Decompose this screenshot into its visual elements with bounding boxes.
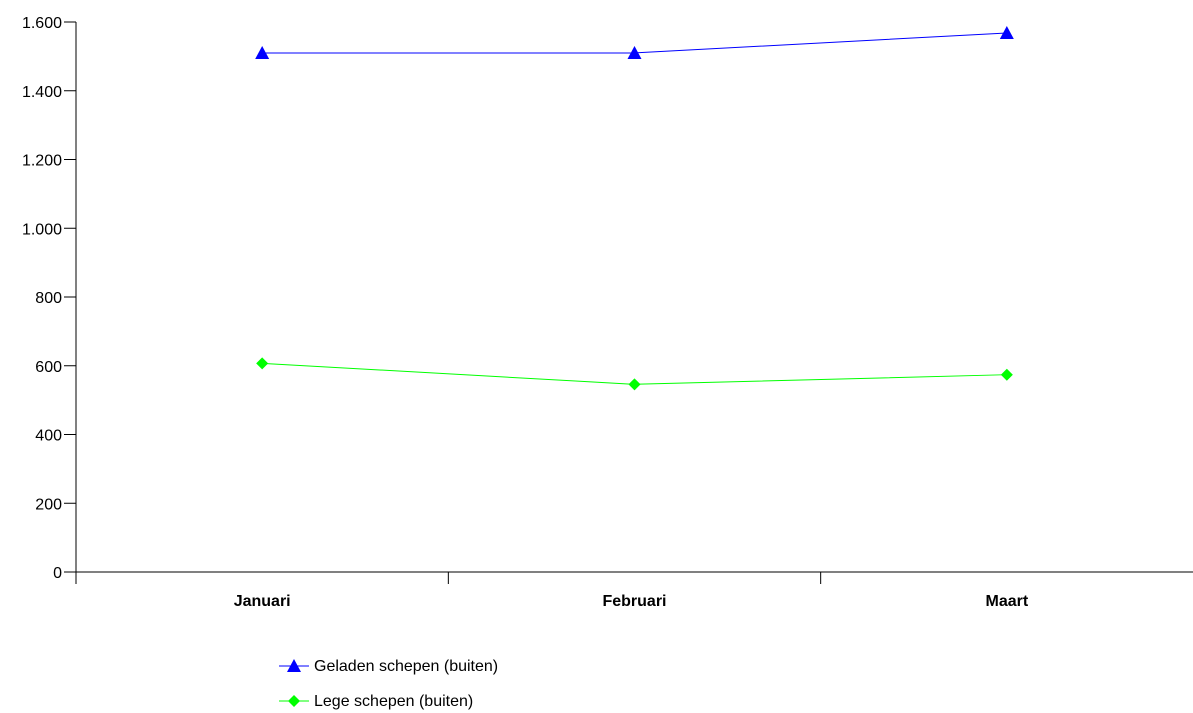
data-point [256, 357, 269, 370]
x-tick-label: Januari [234, 593, 291, 610]
data-point [628, 378, 641, 391]
legend-marker-2 [288, 695, 300, 707]
y-tick-label: 0 [53, 565, 62, 582]
axes [75, 22, 1193, 584]
legend-label-2: Lege schepen (buiten) [314, 693, 473, 710]
y-tick-label: 800 [35, 290, 62, 307]
data-point [255, 45, 270, 59]
y-ticks: 0 200 400 600 800 1.000 1.200 1.400 1.600 [22, 15, 76, 582]
y-tick-label: 400 [35, 428, 62, 445]
legend-label-1: Geladen schepen (buiten) [314, 658, 498, 675]
y-tick-label: 1.400 [22, 84, 62, 101]
x-ticks: Januari Februari Maart [234, 572, 1029, 610]
y-tick-label: 200 [35, 496, 62, 513]
x-tick-label: Februari [602, 593, 666, 610]
y-tick-label: 1.600 [22, 15, 62, 32]
y-tick-label: 600 [35, 359, 62, 376]
data-point [999, 26, 1014, 39]
y-tick-label: 1.000 [22, 221, 62, 238]
series-group [255, 26, 1014, 391]
data-point [1000, 368, 1013, 381]
y-tick-label: 1.200 [22, 153, 62, 170]
x-tick-label: Maart [985, 593, 1028, 610]
legend: Geladen schepen (buiten) Lege schepen (bu… [279, 658, 498, 710]
legend-marker-1 [287, 659, 301, 672]
data-point [627, 45, 642, 59]
